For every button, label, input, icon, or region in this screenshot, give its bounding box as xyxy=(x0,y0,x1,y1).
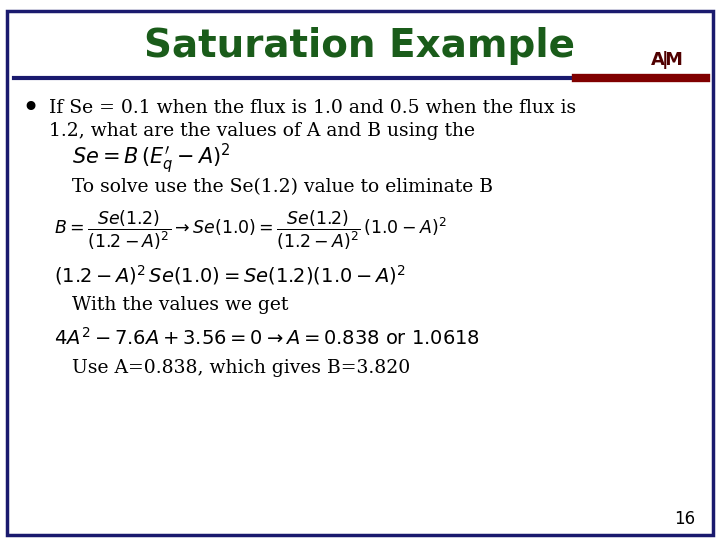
Text: $(1.2 - A)^{2}\,Se(1.0) = Se(1.2)(1.0 - A)^{2}$: $(1.2 - A)^{2}\,Se(1.0) = Se(1.2)(1.0 - … xyxy=(54,264,406,287)
Text: $4A^{2} - 7.6A + 3.56 = 0 \rightarrow A = 0.838\text{ or }1.0618$: $4A^{2} - 7.6A + 3.56 = 0 \rightarrow A … xyxy=(54,327,480,348)
Text: $B = \dfrac{Se(1.2)}{(1.2 - A)^{2}} \rightarrow Se(1.0) = \dfrac{Se(1.2)}{(1.2 -: $B = \dfrac{Se(1.2)}{(1.2 - A)^{2}} \rig… xyxy=(54,209,446,252)
Text: Use A=0.838, which gives B=3.820: Use A=0.838, which gives B=3.820 xyxy=(72,359,410,377)
FancyBboxPatch shape xyxy=(7,11,713,535)
Text: •: • xyxy=(21,93,40,123)
Text: If Se = 0.1 when the flux is 1.0 and 0.5 when the flux is: If Se = 0.1 when the flux is 1.0 and 0.5… xyxy=(49,99,576,117)
Text: To solve use the Se(1.2) value to eliminate B: To solve use the Se(1.2) value to elimin… xyxy=(72,178,493,197)
Text: 1.2, what are the values of A and B using the: 1.2, what are the values of A and B usin… xyxy=(49,122,475,140)
Text: With the values we get: With the values we get xyxy=(72,296,289,314)
Text: Saturation Example: Saturation Example xyxy=(145,27,575,65)
Text: $Se = B\,(E^{\prime}_{q} - A)^{2}$: $Se = B\,(E^{\prime}_{q} - A)^{2}$ xyxy=(72,141,231,176)
Text: $\mathbf{A\!|\!M}$: $\mathbf{A\!|\!M}$ xyxy=(649,50,683,71)
Text: 16: 16 xyxy=(674,510,695,529)
